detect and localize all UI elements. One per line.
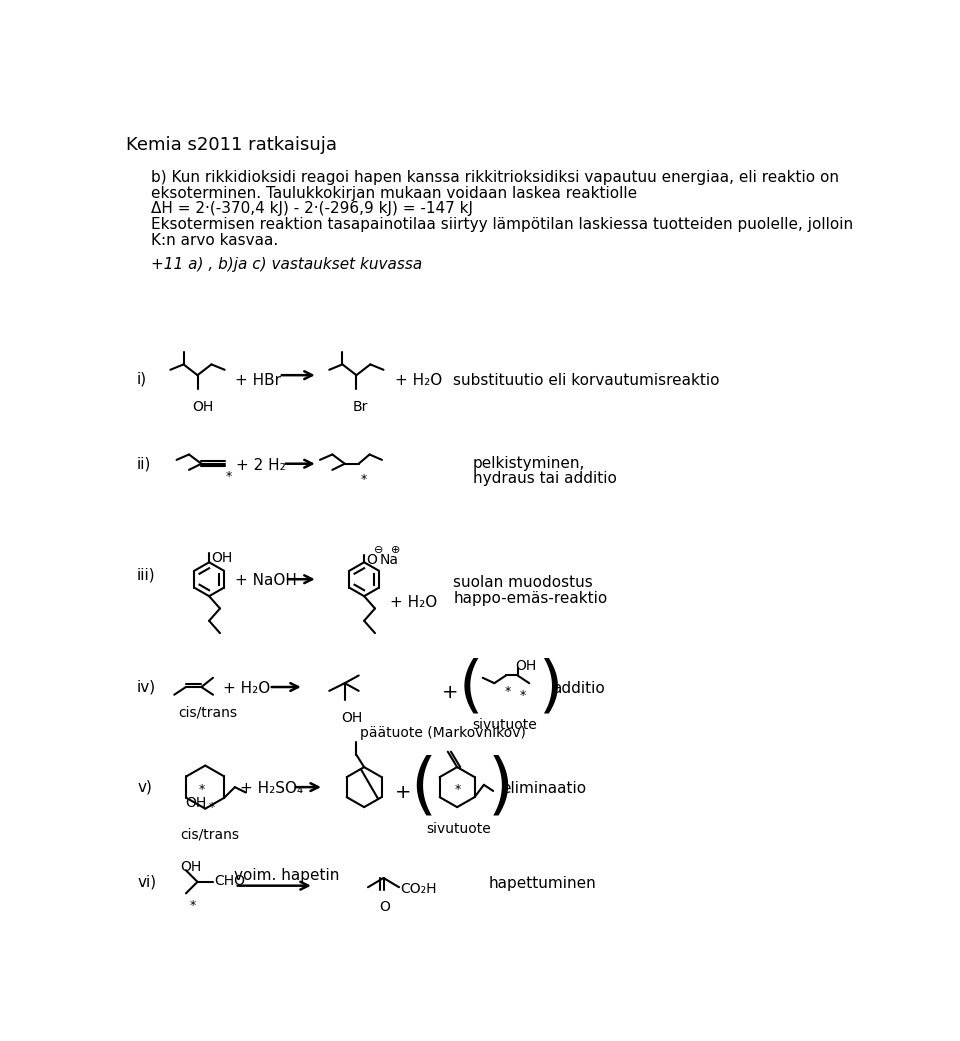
Text: *: * [504, 685, 511, 699]
Text: substituutio eli korvautumisreaktio: substituutio eli korvautumisreaktio [453, 373, 720, 388]
Text: eliminaatio: eliminaatio [501, 781, 587, 796]
Text: *: * [199, 783, 205, 796]
Text: CO₂H: CO₂H [400, 882, 437, 896]
Text: OH: OH [185, 796, 206, 810]
Text: Br: Br [352, 400, 368, 414]
Text: *: * [226, 469, 231, 483]
Text: + 2 H₂: + 2 H₂ [236, 458, 286, 473]
Text: v): v) [137, 780, 152, 794]
Text: Kemia s2011 ratkaisuja: Kemia s2011 ratkaisuja [126, 135, 337, 154]
Text: hydraus tai additio: hydraus tai additio [472, 472, 616, 486]
Text: + HBr: + HBr [234, 373, 280, 388]
Text: O: O [367, 553, 377, 567]
Text: *: * [209, 801, 215, 814]
Text: OH: OH [180, 860, 202, 874]
Text: OH: OH [192, 400, 213, 414]
Text: *: * [520, 688, 526, 702]
Text: ΔH = 2·(-370,4 kJ) - 2·(-296,9 kJ) = -147 kJ: ΔH = 2·(-370,4 kJ) - 2·(-296,9 kJ) = -14… [151, 201, 473, 217]
Text: ⊖: ⊖ [374, 545, 384, 555]
Text: i): i) [137, 372, 147, 386]
Text: ): ) [488, 754, 514, 820]
Text: +: + [442, 683, 458, 703]
Text: Eksotermisen reaktion tasapainotilaa siirtyy lämpötilan laskiessa tuotteiden puo: Eksotermisen reaktion tasapainotilaa sii… [151, 217, 853, 231]
Text: hapettuminen: hapettuminen [488, 875, 596, 891]
Text: OH: OH [516, 659, 537, 674]
Text: b) Kun rikkidioksidi reagoi hapen kanssa rikkitrioksidiksi vapautuu energiaa, el: b) Kun rikkidioksidi reagoi hapen kanssa… [151, 170, 839, 184]
Text: *: * [190, 898, 196, 912]
Text: ): ) [539, 657, 563, 717]
Text: *: * [360, 473, 367, 486]
Text: Na: Na [379, 553, 398, 567]
Text: +11 a) , b)ja c) vastaukset kuvassa: +11 a) , b)ja c) vastaukset kuvassa [151, 257, 422, 273]
Text: O: O [379, 899, 391, 914]
Text: + H₂SO₄: + H₂SO₄ [240, 781, 303, 796]
Text: *: * [455, 783, 461, 796]
Text: + H₂O: + H₂O [223, 681, 271, 695]
Text: OH: OH [211, 552, 232, 565]
Text: ii): ii) [137, 456, 152, 472]
Text: päätuote (Markovnikov): päätuote (Markovnikov) [360, 726, 526, 739]
Text: pelkistyminen,: pelkistyminen, [472, 456, 585, 471]
Text: + NaOH: + NaOH [234, 573, 297, 588]
Text: additio: additio [552, 681, 605, 695]
Text: (: ( [411, 754, 437, 820]
Text: CHO: CHO [214, 874, 246, 888]
Text: +: + [396, 783, 412, 803]
Text: ⊕: ⊕ [392, 545, 400, 555]
Text: cis/trans: cis/trans [179, 706, 237, 719]
Text: iii): iii) [137, 568, 156, 583]
Text: + H₂O: + H₂O [390, 594, 437, 610]
Text: cis/trans: cis/trans [180, 828, 239, 841]
Text: OH: OH [341, 711, 362, 725]
Text: voim. hapetin: voim. hapetin [234, 868, 339, 883]
Text: (: ( [459, 657, 483, 717]
Text: eksoterminen. Taulukkokirjan mukaan voidaan laskea reaktiolle: eksoterminen. Taulukkokirjan mukaan void… [151, 185, 637, 201]
Text: sivutuote: sivutuote [472, 718, 538, 732]
Text: suolan muodostus: suolan muodostus [453, 576, 593, 590]
Text: vi): vi) [137, 874, 156, 889]
Text: iv): iv) [137, 680, 156, 694]
Text: happo-emäs-reaktio: happo-emäs-reaktio [453, 591, 608, 606]
Text: sivutuote: sivutuote [426, 821, 491, 836]
Text: K:n arvo kasvaa.: K:n arvo kasvaa. [151, 233, 278, 248]
Text: + H₂O: + H₂O [396, 373, 443, 388]
